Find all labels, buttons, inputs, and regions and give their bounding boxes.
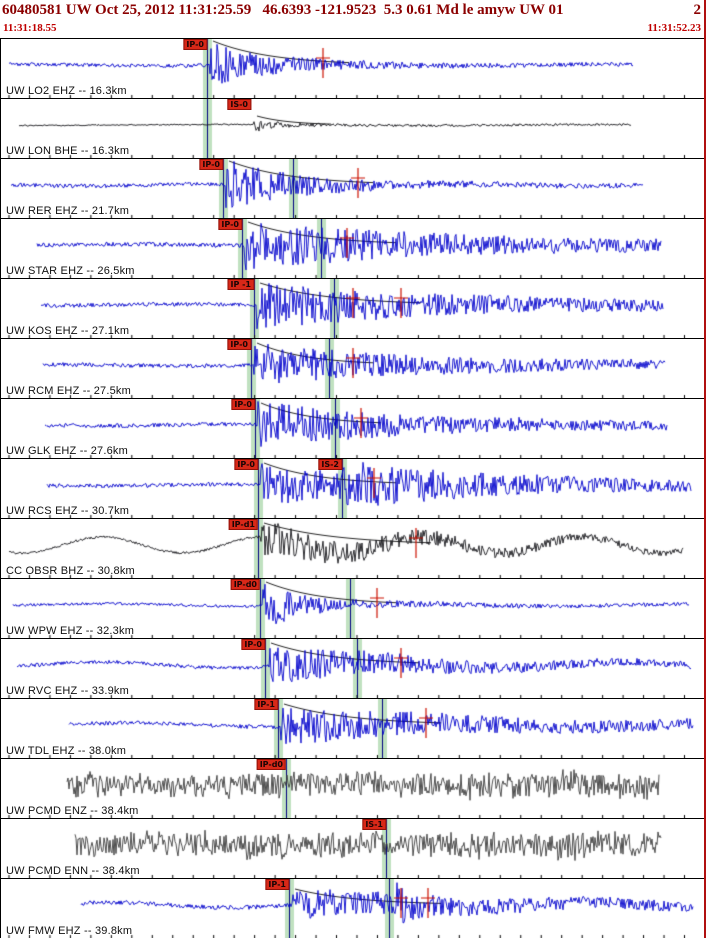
trace-panel: UW STAR EHZ -- 26.5km IP-0 [1, 219, 704, 279]
station-label: UW TDL EHZ -- 38.0km [6, 745, 127, 757]
waveform-canvas[interactable] [1, 699, 704, 758]
waveform-canvas[interactable] [1, 579, 704, 638]
station-label: UW GLK EHZ -- 27.6km [6, 445, 128, 457]
trace-panel: UW KOS EHZ -- 27.1km IP -1 [1, 279, 704, 339]
station-label: UW LON BHE -- 16.3km [6, 145, 130, 157]
waveform-canvas[interactable] [1, 99, 704, 158]
waveform-canvas[interactable] [1, 879, 704, 938]
pick-flag[interactable]: IP-1 [254, 699, 278, 710]
pick-flag[interactable]: IS-2 [318, 459, 342, 470]
waveform-canvas[interactable] [1, 279, 704, 338]
waveform-canvas[interactable] [1, 399, 704, 458]
pick-flag[interactable]: IP-0 [234, 459, 258, 470]
trace-panel: UW FMW EHZ -- 39.8km IP-1 [1, 879, 704, 938]
trace-panel: UW PCMD ENN -- 38.4km IS-1 [1, 819, 704, 879]
pick-flag[interactable]: IP-d0 [230, 579, 260, 590]
window-start-time: 11:31:18.55 [3, 22, 57, 34]
pick-flag[interactable]: IP -1 [227, 279, 254, 290]
trace-list: UW LO2 EHZ -- 16.3km IP-0 UW LON BHE -- … [0, 38, 704, 938]
pick-flag[interactable]: IP-1 [265, 879, 289, 890]
waveform-canvas[interactable] [1, 219, 704, 278]
trace-panel: UW LO2 EHZ -- 16.3km IP-0 [1, 39, 704, 99]
trace-panel: UW RVC EHZ -- 33.9km IP-0 [1, 639, 704, 699]
event-summary: 60480581 UW Oct 25, 2012 11:31:25.59 46.… [2, 2, 564, 18]
waveform-canvas[interactable] [1, 339, 704, 398]
station-label: UW RCS EHZ -- 30.7km [6, 505, 130, 517]
station-label: UW PCMD ENZ -- 38.4km [6, 805, 139, 817]
station-label: UW FMW EHZ -- 39.8km [6, 925, 133, 937]
station-label: UW RCM EHZ -- 27.5km [6, 385, 131, 397]
pick-flag[interactable]: IP-0 [183, 39, 207, 50]
station-label: UW RVC EHZ -- 33.9km [6, 685, 129, 697]
station-label: UW RER EHZ -- 21.7km [6, 205, 130, 217]
trace-panel: CC OBSR BHZ -- 30.8km IP-d1 [1, 519, 704, 579]
station-label: UW WPW EHZ -- 32.3km [6, 625, 135, 637]
window-end-time: 11:31:52.23 [647, 22, 701, 34]
waveform-canvas[interactable] [1, 39, 704, 98]
station-label: UW KOS EHZ -- 27.1km [6, 325, 130, 337]
trace-panel: UW TDL EHZ -- 38.0km IP-1 [1, 699, 704, 759]
page-flag: 2 [693, 2, 702, 18]
station-label: UW STAR EHZ -- 26.5km [6, 265, 135, 277]
pick-flag[interactable]: IS-0 [227, 99, 251, 110]
waveform-canvas[interactable] [1, 459, 704, 518]
pick-flag[interactable]: IS-1 [362, 819, 386, 830]
waveform-canvas[interactable] [1, 159, 704, 218]
pick-flag[interactable]: IP-0 [227, 339, 251, 350]
trace-panel: UW RCM EHZ -- 27.5km IP-0 [1, 339, 704, 399]
station-label: CC OBSR BHZ -- 30.8km [6, 565, 135, 577]
event-header: 60480581 UW Oct 25, 2012 11:31:25.59 46.… [0, 0, 704, 22]
pick-flag[interactable]: IP-0 [218, 219, 242, 230]
trace-panel: UW LON BHE -- 16.3km IS-0 [1, 99, 704, 159]
trace-panel: UW GLK EHZ -- 27.6km IP-0 [1, 399, 704, 459]
trace-panel: UW PCMD ENZ -- 38.4km IP-d0 [1, 759, 704, 819]
pick-flag[interactable]: IP-0 [241, 639, 265, 650]
pick-flag[interactable]: IP-0 [199, 159, 223, 170]
trace-panel: UW RCS EHZ -- 30.7km IP-0 IS-2 [1, 459, 704, 519]
station-label: UW LO2 EHZ -- 16.3km [6, 85, 127, 97]
pick-flag[interactable]: IP-0 [231, 399, 255, 410]
station-label: UW PCMD ENN -- 38.4km [6, 865, 140, 877]
waveform-canvas[interactable] [1, 639, 704, 698]
trace-panel: UW RER EHZ -- 21.7km IP-0 [1, 159, 704, 219]
time-window-row: 11:31:18.55 11:31:52.23 [0, 22, 704, 38]
waveform-canvas[interactable] [1, 759, 704, 818]
pick-flag[interactable]: IP-d1 [228, 519, 258, 530]
trace-panel: UW WPW EHZ -- 32.3km IP-d0 [1, 579, 704, 639]
waveform-canvas[interactable] [1, 519, 704, 578]
pick-flag[interactable]: IP-d0 [256, 759, 286, 770]
waveform-canvas[interactable] [1, 819, 704, 878]
